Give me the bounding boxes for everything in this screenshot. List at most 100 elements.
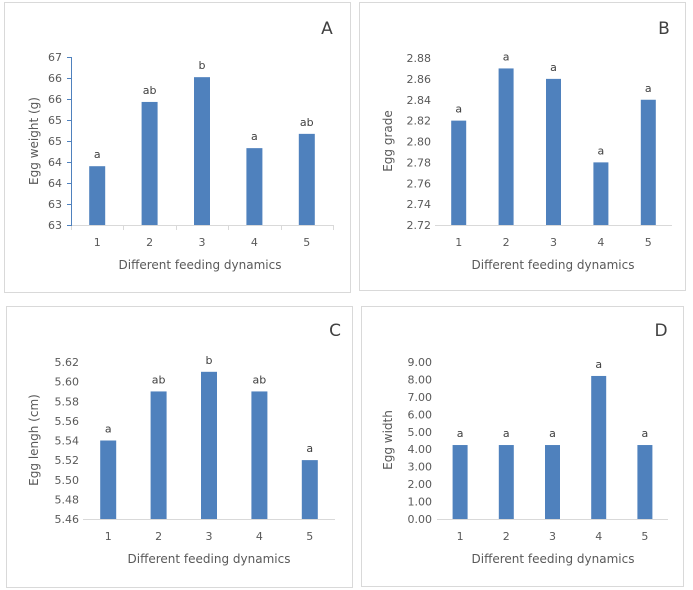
bar-c-4 xyxy=(251,391,268,519)
bar-b-5 xyxy=(640,99,656,225)
bar-d-2 xyxy=(498,445,514,519)
x-tick-label-d: 5 xyxy=(641,530,648,543)
significance-label-d: a xyxy=(642,427,649,440)
y-tick-label-d: 6.00 xyxy=(408,408,433,421)
y-tick-label-b: 2.76 xyxy=(407,177,432,190)
x-tick-label-b: 3 xyxy=(550,236,557,249)
significance-label-c: ab xyxy=(152,373,166,386)
y-tick-label-b: 2.80 xyxy=(407,136,432,149)
y-tick-label-a: 65 xyxy=(48,135,62,148)
y-tick-label-a: 64 xyxy=(48,177,62,190)
y-tick-label-c: 5.62 xyxy=(55,356,80,369)
bar-d-4 xyxy=(591,375,607,519)
panel-letter-b: B xyxy=(658,19,670,39)
bar-b-4 xyxy=(593,162,609,225)
y-tick-label-c: 5.56 xyxy=(55,415,80,428)
significance-label-b: a xyxy=(645,82,652,95)
x-axis-title-a: Different feeding dynamics xyxy=(119,258,282,272)
y-tick-label-d: 7.00 xyxy=(408,391,433,404)
x-tick-label-c: 5 xyxy=(306,530,313,543)
panel-b xyxy=(359,2,686,291)
x-axis-title-c: Different feeding dynamics xyxy=(128,552,291,566)
bar-a-3 xyxy=(194,77,210,225)
y-tick-label-a: 65 xyxy=(48,114,62,127)
panel-c xyxy=(6,306,353,588)
y-tick-label-a: 63 xyxy=(48,198,62,211)
y-tick-label-c: 5.46 xyxy=(55,513,80,526)
y-tick-label-c: 5.54 xyxy=(55,435,80,448)
x-tick-label-b: 5 xyxy=(645,236,652,249)
significance-label-c: b xyxy=(206,354,213,367)
significance-label-a: ab xyxy=(143,84,157,97)
y-tick-label-a: 64 xyxy=(48,156,62,169)
significance-label-d: a xyxy=(457,427,464,440)
panel-letter-c: C xyxy=(329,321,341,341)
bar-c-3 xyxy=(201,371,217,519)
x-tick-label-a: 4 xyxy=(251,236,258,249)
y-axis-title-d: Egg width xyxy=(381,410,395,470)
x-tick-label-a: 3 xyxy=(199,236,206,249)
y-tick-label-d: 4.00 xyxy=(408,443,433,456)
x-tick-label-a: 5 xyxy=(303,236,310,249)
significance-label-d: a xyxy=(503,427,510,440)
y-tick-label-b: 2.84 xyxy=(407,94,432,107)
significance-label-b: a xyxy=(598,144,605,157)
x-tick-label-d: 1 xyxy=(457,530,464,543)
x-tick-label-c: 4 xyxy=(256,530,263,543)
panel-a xyxy=(4,2,351,293)
y-tick-label-b: 2.82 xyxy=(407,115,432,128)
x-tick-label-a: 1 xyxy=(94,236,101,249)
y-tick-label-c: 5.58 xyxy=(55,395,80,408)
x-axis-title-d: Different feeding dynamics xyxy=(472,552,635,566)
significance-label-c: a xyxy=(306,442,313,455)
bar-a-2 xyxy=(141,101,158,225)
bar-b-2 xyxy=(498,68,514,225)
y-tick-label-b: 2.88 xyxy=(407,52,432,65)
y-tick-label-a: 66 xyxy=(48,93,62,106)
bar-b-3 xyxy=(546,78,561,225)
bar-d-1 xyxy=(452,445,468,519)
y-axis-title-b: Egg grade xyxy=(381,110,395,172)
bar-a-1 xyxy=(89,166,106,225)
y-tick-label-d: 1.00 xyxy=(408,496,433,509)
bar-c-5 xyxy=(301,460,318,519)
panel-d xyxy=(361,306,684,587)
panel-letter-a: A xyxy=(321,19,333,39)
significance-label-d: a xyxy=(549,427,556,440)
x-tick-label-c: 3 xyxy=(206,530,213,543)
significance-label-d: a xyxy=(595,358,602,371)
x-tick-label-c: 1 xyxy=(105,530,112,543)
significance-label-a: b xyxy=(199,59,206,72)
bar-d-3 xyxy=(545,445,560,519)
significance-label-c: ab xyxy=(253,373,267,386)
y-tick-label-d: 9.00 xyxy=(408,356,433,369)
x-tick-label-c: 2 xyxy=(155,530,162,543)
y-tick-label-d: 0.00 xyxy=(408,513,433,526)
x-tick-label-b: 4 xyxy=(597,236,604,249)
bar-a-5 xyxy=(298,133,315,225)
y-tick-label-c: 5.60 xyxy=(55,376,80,389)
x-tick-label-d: 2 xyxy=(503,530,510,543)
y-tick-label-d: 2.00 xyxy=(408,478,433,491)
y-tick-label-c: 5.48 xyxy=(55,493,80,506)
y-tick-label-d: 8.00 xyxy=(408,373,433,386)
y-tick-label-b: 2.78 xyxy=(407,156,432,169)
bar-a-4 xyxy=(246,148,263,225)
y-tick-label-b: 2.74 xyxy=(407,198,432,211)
significance-label-b: a xyxy=(503,50,510,63)
significance-label-c: a xyxy=(105,423,112,436)
y-tick-label-d: 3.00 xyxy=(408,461,433,474)
y-tick-label-a: 67 xyxy=(48,51,62,64)
y-tick-label-b: 2.72 xyxy=(407,219,432,232)
x-tick-label-b: 1 xyxy=(455,236,462,249)
y-tick-label-d: 5.00 xyxy=(408,426,433,439)
significance-label-b: a xyxy=(455,103,462,116)
y-tick-label-b: 2.86 xyxy=(407,73,432,86)
significance-label-a: a xyxy=(251,130,258,143)
bar-c-1 xyxy=(100,440,117,519)
x-tick-label-a: 2 xyxy=(146,236,153,249)
y-tick-label-a: 63 xyxy=(48,219,62,232)
bar-c-2 xyxy=(150,391,167,519)
significance-label-a: ab xyxy=(300,116,314,129)
